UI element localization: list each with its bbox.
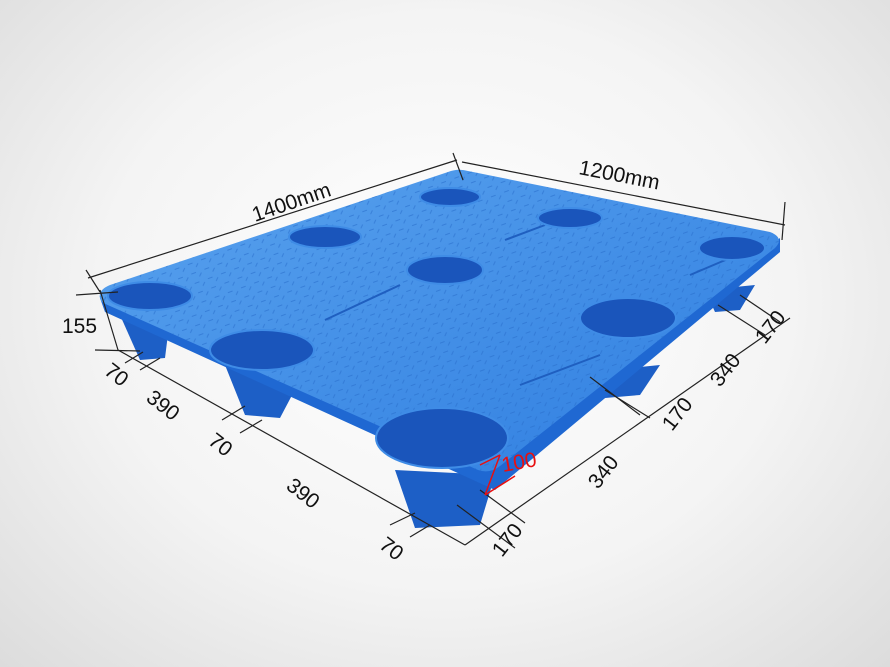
width-segment-label: 170	[658, 393, 698, 435]
length-segment-label: 390	[282, 474, 324, 514]
socket	[209, 329, 315, 371]
socket	[375, 407, 509, 469]
length-segment-label: 70	[375, 533, 408, 566]
deck-grooves	[324, 224, 731, 386]
leg-width-label: 100	[500, 448, 539, 477]
socket	[288, 225, 362, 249]
socket	[579, 297, 677, 339]
socket	[107, 281, 193, 311]
socket	[537, 207, 603, 229]
socket	[406, 255, 484, 285]
length-segment-label: 70	[204, 429, 237, 462]
width-label: 1200mm	[577, 156, 662, 194]
leg-width-marker	[479, 454, 516, 496]
dimension-lines	[75, 152, 791, 549]
length-segment-label: 390	[142, 386, 184, 426]
width-segment-label: 340	[706, 349, 746, 391]
socket	[698, 235, 766, 261]
length-segment-label: 70	[100, 359, 133, 392]
socket	[419, 187, 481, 207]
deck-texture	[99, 169, 779, 472]
height-label: 155	[62, 315, 97, 338]
leg-sockets	[107, 187, 766, 469]
